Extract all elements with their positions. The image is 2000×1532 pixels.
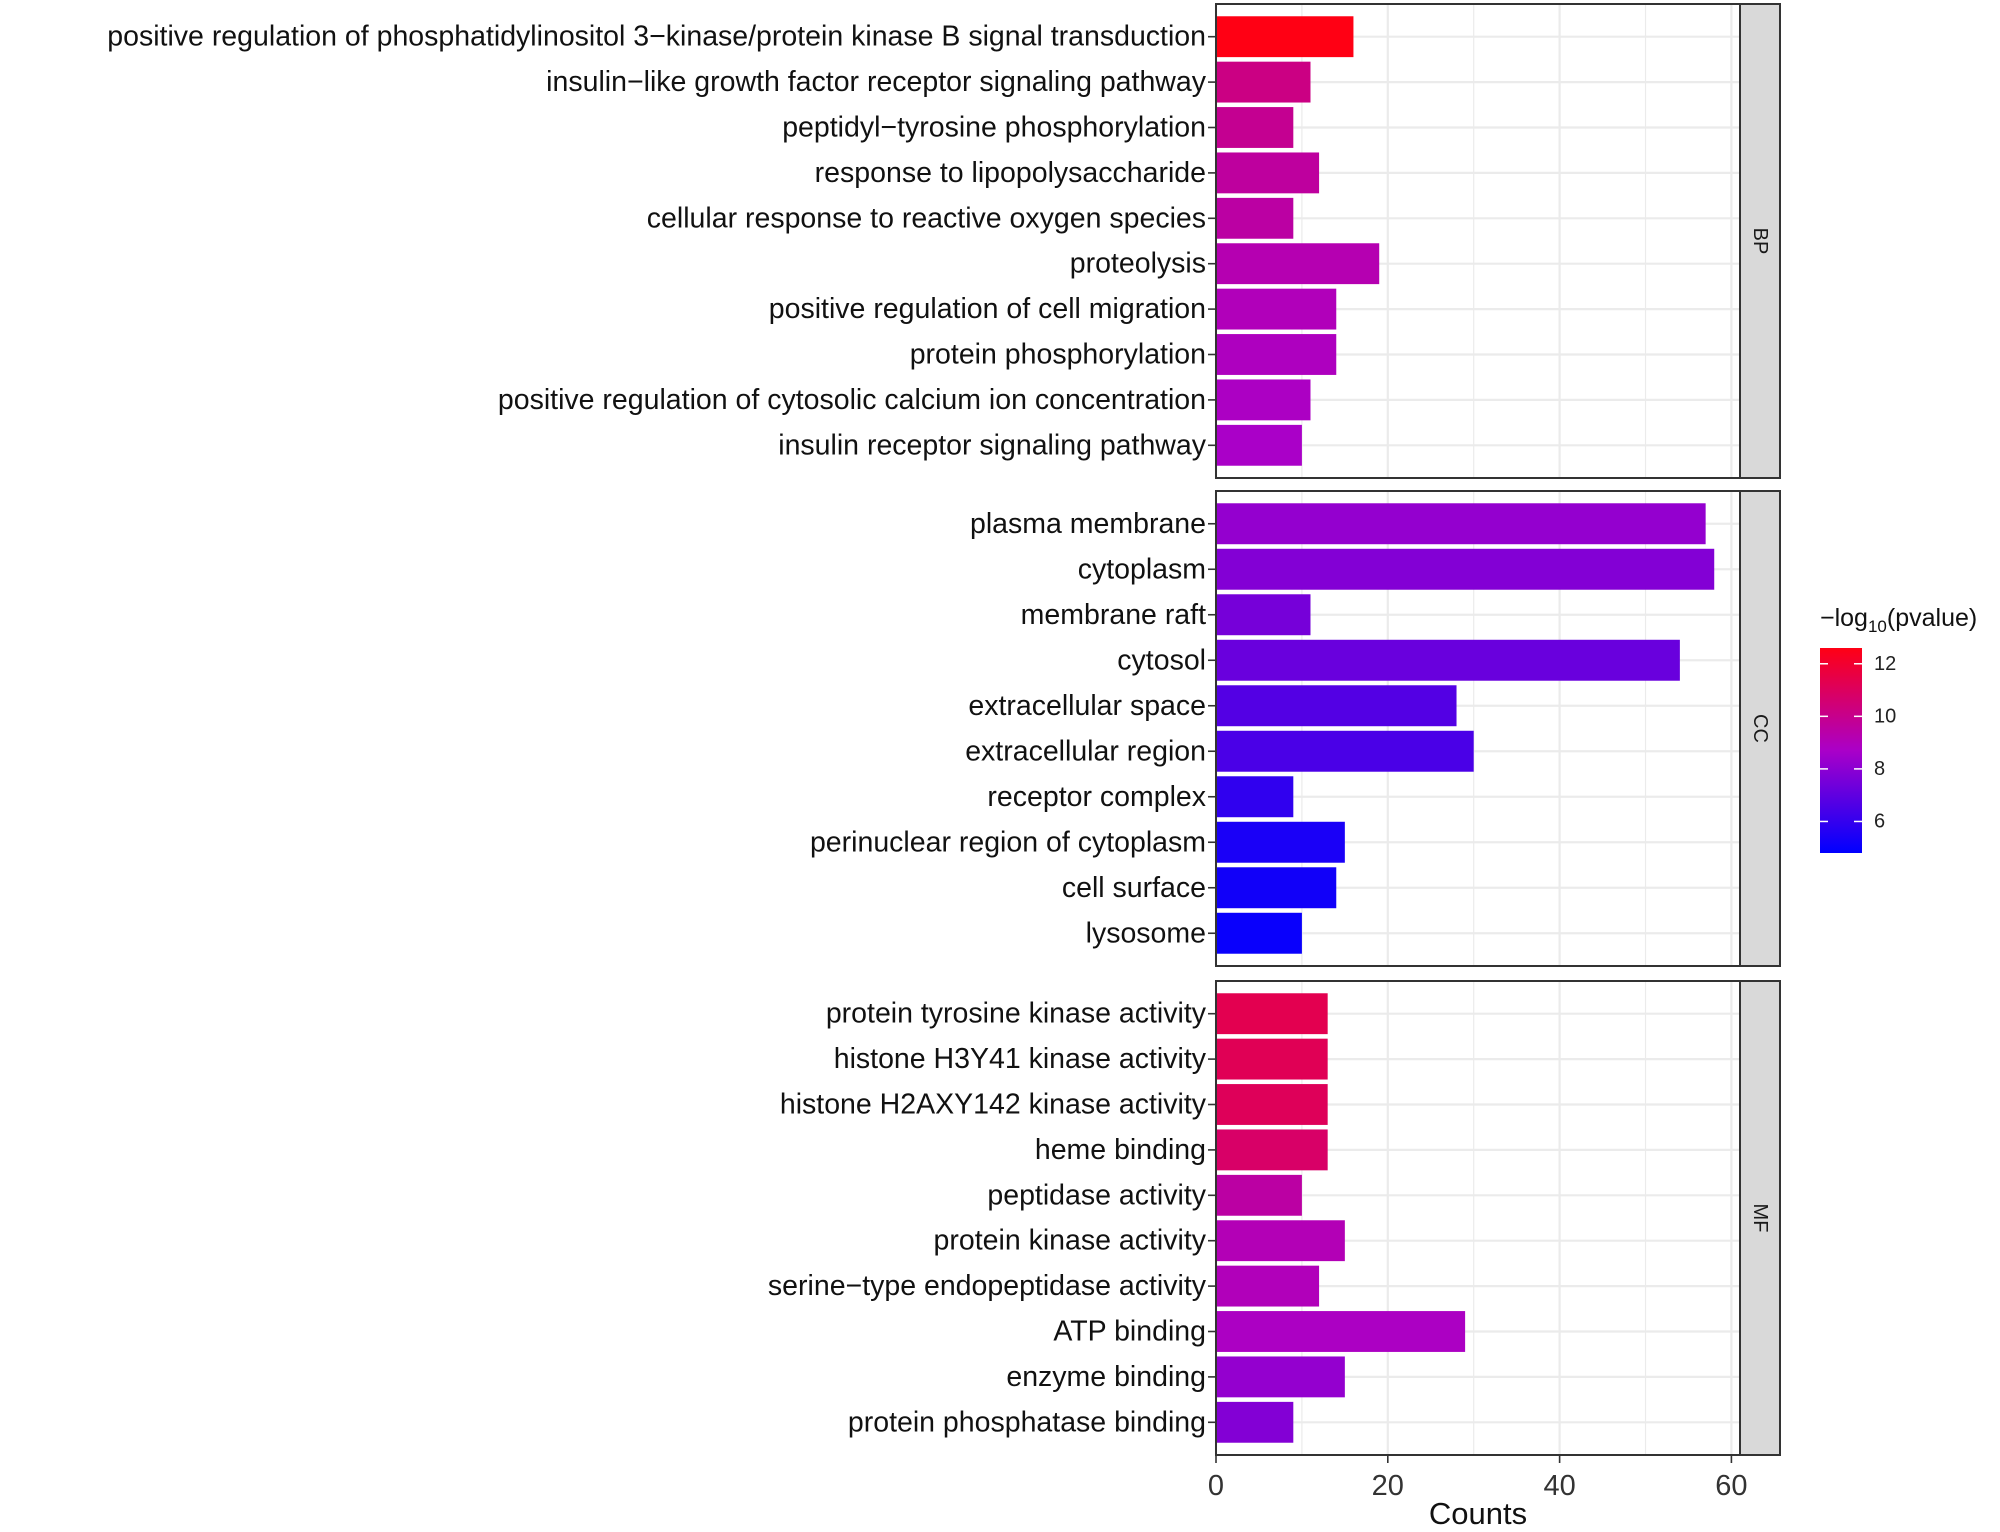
category-label: receptor complex bbox=[987, 781, 1206, 813]
facet-strip-mf bbox=[1739, 980, 1781, 1456]
legend-tick-label: 12 bbox=[1874, 653, 1896, 675]
x-tick-label: 40 bbox=[1543, 1470, 1575, 1502]
category-label: insulin receptor signaling pathway bbox=[778, 429, 1207, 461]
bar-mf-8 bbox=[1216, 1311, 1466, 1352]
legend-title: −log10(pvalue) bbox=[1820, 604, 1977, 636]
bar-bp-8 bbox=[1216, 334, 1337, 375]
category-label: lysosome bbox=[1086, 917, 1206, 949]
legend-title-prefix: −log bbox=[1820, 604, 1868, 632]
category-label: positive regulation of phosphatidylinosi… bbox=[107, 21, 1206, 53]
category-label: peptidase activity bbox=[987, 1179, 1206, 1211]
panel-frames-layer: BP CC MF bbox=[1215, 3, 1781, 1456]
category-label: protein phosphatase binding bbox=[848, 1406, 1206, 1438]
bar-cc-9 bbox=[1216, 867, 1337, 909]
bar-cc-6 bbox=[1216, 730, 1474, 772]
legend-tick-label: 6 bbox=[1874, 810, 1885, 832]
legend-title-subscript: 10 bbox=[1868, 617, 1887, 636]
bar-cc-4 bbox=[1216, 639, 1680, 681]
bar-cc-1 bbox=[1216, 503, 1706, 545]
bar-mf-1 bbox=[1216, 993, 1328, 1035]
legend-colorbar bbox=[1820, 648, 1862, 853]
bar-cc-10 bbox=[1216, 912, 1302, 954]
category-label: extracellular region bbox=[965, 735, 1206, 767]
x-axis-title: Counts bbox=[1429, 1496, 1527, 1527]
category-label: ATP binding bbox=[1053, 1316, 1206, 1348]
category-label: heme binding bbox=[1035, 1134, 1206, 1166]
category-label: extracellular space bbox=[968, 690, 1206, 722]
facet-strip-bp bbox=[1739, 3, 1781, 479]
bar-bp-6 bbox=[1216, 243, 1380, 285]
category-label: response to lipopolysaccharide bbox=[815, 157, 1206, 189]
bar-bp-9 bbox=[1216, 379, 1311, 421]
legend-tick-label: 10 bbox=[1874, 705, 1896, 727]
category-label: protein phosphorylation bbox=[910, 339, 1206, 371]
bar-mf-7 bbox=[1216, 1265, 1320, 1307]
bar-mf-9 bbox=[1216, 1356, 1345, 1398]
bar-bp-3 bbox=[1216, 107, 1294, 148]
bar-bp-10 bbox=[1216, 424, 1302, 466]
facet-strip-label: MF bbox=[1749, 1204, 1771, 1233]
facet-strip-label: BP bbox=[1749, 228, 1771, 255]
bar-bp-7 bbox=[1216, 288, 1337, 330]
category-label: insulin−like growth factor receptor sign… bbox=[546, 66, 1207, 98]
bar-bp-1 bbox=[1216, 16, 1354, 58]
legend-title-suffix: (pvalue) bbox=[1887, 604, 1977, 632]
bar-cc-8 bbox=[1216, 821, 1345, 863]
bar-cc-3 bbox=[1216, 594, 1311, 636]
category-label: membrane raft bbox=[1021, 599, 1206, 631]
bars-layer bbox=[1216, 16, 1715, 1443]
x-tick-label: 60 bbox=[1715, 1470, 1747, 1502]
category-label: positive regulation of cell migration bbox=[769, 293, 1206, 325]
category-label: positive regulation of cytosolic calcium… bbox=[498, 384, 1206, 416]
bar-mf-6 bbox=[1216, 1220, 1345, 1262]
bar-bp-5 bbox=[1216, 197, 1294, 239]
category-label: histone H2AXY142 kinase activity bbox=[780, 1089, 1207, 1121]
bar-cc-7 bbox=[1216, 776, 1294, 818]
facet-strip-label: CC bbox=[1749, 714, 1771, 743]
bar-mf-4 bbox=[1216, 1129, 1328, 1171]
category-label: histone H3Y41 kinase activity bbox=[834, 1043, 1207, 1075]
category-label: protein tyrosine kinase activity bbox=[826, 998, 1207, 1030]
x-tick-label: 20 bbox=[1372, 1470, 1404, 1502]
category-label: perinuclear region of cytoplasm bbox=[810, 826, 1206, 858]
facet-strip-cc bbox=[1739, 490, 1781, 967]
bar-bp-2 bbox=[1216, 61, 1311, 103]
category-label: proteolysis bbox=[1070, 248, 1206, 280]
category-label: peptidyl−tyrosine phosphorylation bbox=[782, 112, 1206, 144]
bar-mf-5 bbox=[1216, 1174, 1302, 1216]
x-tick-label: 0 bbox=[1208, 1470, 1224, 1502]
bar-cc-5 bbox=[1216, 685, 1457, 727]
category-label: cytoplasm bbox=[1078, 553, 1206, 585]
category-labels-layer: positive regulation of phosphatidylinosi… bbox=[107, 21, 1216, 1438]
category-label: serine−type endopeptidase activity bbox=[768, 1270, 1207, 1302]
bar-mf-2 bbox=[1216, 1038, 1328, 1080]
category-label: cellular response to reactive oxygen spe… bbox=[647, 202, 1206, 234]
bar-cc-2 bbox=[1216, 548, 1715, 590]
category-label: enzyme binding bbox=[1006, 1361, 1206, 1393]
category-label: protein kinase activity bbox=[934, 1225, 1207, 1257]
category-label: cell surface bbox=[1062, 872, 1206, 904]
legend-tick-label: 8 bbox=[1874, 758, 1885, 780]
x-axis: 0 20 40 60 Counts bbox=[1208, 1455, 1748, 1531]
bar-mf-3 bbox=[1216, 1084, 1328, 1125]
bar-mf-10 bbox=[1216, 1401, 1294, 1443]
category-label: plasma membrane bbox=[970, 508, 1206, 540]
category-label: cytosol bbox=[1117, 644, 1206, 676]
bar-bp-4 bbox=[1216, 152, 1320, 194]
